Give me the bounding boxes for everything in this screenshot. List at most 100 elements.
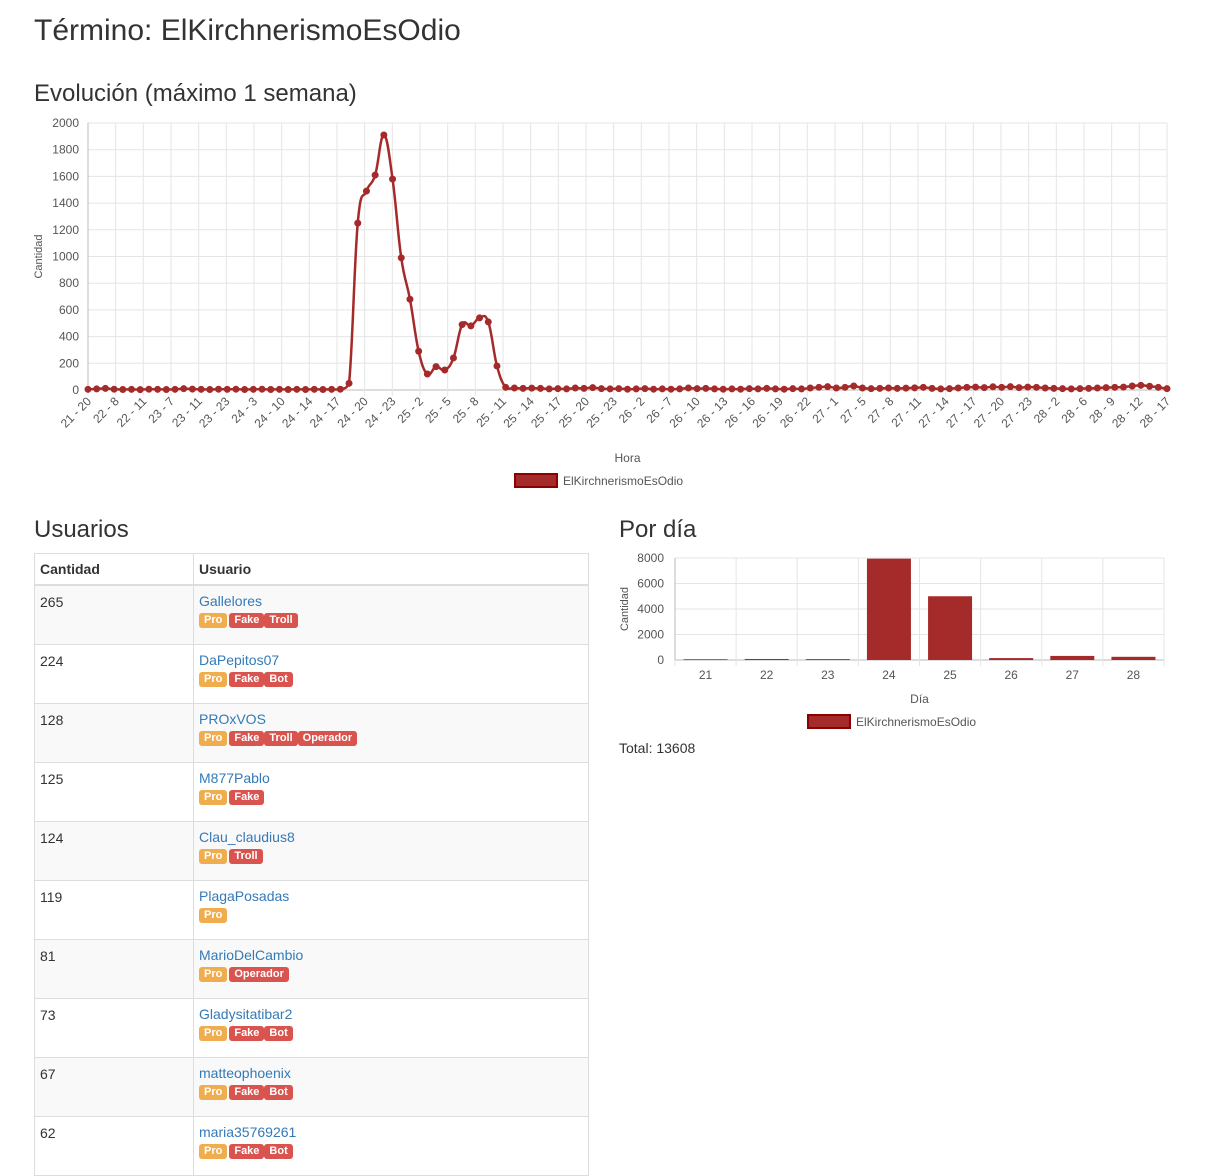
data-point [571, 384, 579, 392]
data-point [832, 384, 840, 392]
data-point [650, 385, 658, 393]
badge-bot: Bot [264, 1026, 293, 1041]
bar [1050, 655, 1095, 660]
user-badges: Pro Fake Bot [199, 1085, 583, 1100]
user-badges: Pro Troll [199, 849, 583, 864]
x-tick-label: 24 [882, 668, 896, 682]
data-point [536, 384, 544, 392]
x-tick-label: 28 - 2 [1031, 394, 1063, 426]
bar [683, 659, 728, 660]
data-point [815, 383, 823, 391]
y-tick-label: 2000 [637, 628, 664, 642]
evolution-heading: Evolución (máximo 1 semana) [34, 80, 357, 107]
y-tick-label: 400 [59, 330, 79, 344]
y-tick-label: 6000 [637, 577, 664, 591]
user-link[interactable]: maria35769261 [199, 1124, 297, 1140]
user-link[interactable]: DaPepitos07 [199, 652, 280, 668]
x-tick-label: 28 [1127, 668, 1141, 682]
data-point [798, 385, 806, 393]
data-point [493, 362, 501, 370]
y-axis-title: Cantidad [619, 587, 631, 631]
data-point [1111, 383, 1119, 391]
data-point [1076, 385, 1084, 393]
user-count: 119 [34, 880, 194, 940]
x-tick-label: 25 - 23 [583, 394, 620, 431]
badge-troll: Troll [264, 613, 298, 628]
y-tick-label: 1800 [52, 143, 79, 157]
data-point [119, 385, 127, 393]
user-count: 62 [34, 1116, 194, 1176]
data-point [841, 383, 849, 391]
user-link[interactable]: Gladysitatibar2 [199, 1006, 293, 1022]
data-point [850, 382, 858, 390]
legend-swatch [807, 714, 851, 729]
x-tick-label: 24 - 23 [362, 394, 399, 431]
badge-bot: Bot [264, 672, 293, 687]
user-link[interactable]: PlagaPosadas [199, 888, 290, 904]
data-point [858, 384, 866, 392]
user-badges: Pro Fake Bot [199, 1026, 583, 1041]
data-point [128, 385, 136, 393]
data-point [136, 386, 144, 394]
y-tick-label: 600 [59, 303, 79, 317]
data-point [284, 385, 292, 393]
data-point [101, 384, 109, 392]
badge-pro: Pro [199, 967, 228, 982]
data-point [737, 385, 745, 393]
bar [744, 658, 789, 660]
table-row: 224 DaPepitos07 Pro Fake Bot [34, 644, 589, 704]
data-point [84, 385, 92, 393]
user-cell: Gladysitatibar2 Pro Fake Bot [193, 998, 589, 1058]
user-badges: Pro Fake [199, 790, 583, 805]
y-tick-label: 0 [72, 383, 79, 397]
x-tick-label: 21 - 20 [58, 394, 95, 431]
badge-pro: Pro [199, 613, 228, 628]
data-point [441, 366, 449, 374]
badge-bot: Bot [264, 1144, 293, 1159]
data-point [171, 385, 179, 393]
user-link[interactable]: matteophoenix [199, 1065, 291, 1081]
user-link[interactable]: PROxVOS [199, 711, 266, 727]
data-point [1128, 382, 1136, 390]
x-tick-label: 27 - 1 [810, 394, 842, 426]
table-row: 119 PlagaPosadas Pro [34, 880, 589, 940]
table-row: 67 matteophoenix Pro Fake Bot [34, 1057, 589, 1117]
user-link[interactable]: M877Pablo [199, 770, 270, 786]
data-point [432, 363, 440, 371]
table-row: 62 maria35769261 Pro Fake Bot [34, 1116, 589, 1176]
data-point [763, 384, 771, 392]
x-tick-label: 27 [1066, 668, 1080, 682]
user-link[interactable]: Clau_claudius8 [199, 829, 295, 845]
data-point [867, 385, 875, 393]
data-point [145, 385, 153, 393]
y-tick-label: 800 [59, 276, 79, 290]
data-point [502, 383, 510, 391]
user-link[interactable]: MarioDelCambio [199, 947, 304, 963]
data-point [336, 385, 344, 393]
y-tick-label: 1000 [52, 250, 79, 264]
badge-fake: Fake [229, 1085, 265, 1100]
badge-operador: Operador [297, 731, 358, 746]
user-cell: M877Pablo Pro Fake [193, 762, 589, 822]
user-cell: Gallelores Pro Fake Troll [193, 584, 589, 645]
data-point [963, 383, 971, 391]
table-row: 73 Gladysitatibar2 Pro Fake Bot [34, 998, 589, 1058]
x-tick-label: 21 [699, 668, 713, 682]
user-cell: PROxVOS Pro Fake Troll Operador [193, 703, 589, 763]
data-point [1163, 385, 1171, 393]
data-point [267, 385, 275, 393]
data-point [658, 385, 666, 393]
data-point [789, 385, 797, 393]
data-point [397, 254, 405, 262]
y-tick-label: 8000 [637, 551, 664, 565]
badge-pro: Pro [199, 908, 228, 923]
user-count: 265 [34, 584, 194, 645]
user-link[interactable]: Gallelores [199, 593, 263, 609]
user-badges: Pro Fake Troll [199, 613, 583, 628]
evolution-line-chart: 0 200 400 600 800 1000 1200 1400 1600 1800 2000 21 … [33, 116, 1173, 488]
y-tick-label: 200 [59, 356, 79, 370]
user-count: 224 [34, 644, 194, 704]
data-point [702, 384, 710, 392]
data-point [589, 384, 597, 392]
series-line [87, 133, 1168, 391]
